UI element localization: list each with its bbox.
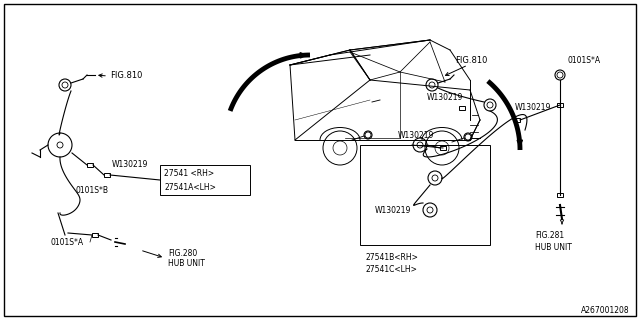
Bar xyxy=(557,103,563,107)
Bar xyxy=(92,233,98,237)
Bar xyxy=(360,145,490,245)
Bar xyxy=(459,106,465,110)
Bar xyxy=(87,163,93,167)
Bar xyxy=(104,173,110,177)
Text: W130219: W130219 xyxy=(515,103,552,112)
Text: W130219: W130219 xyxy=(427,93,463,102)
Text: 0101S*B: 0101S*B xyxy=(75,186,108,195)
Bar xyxy=(514,118,520,122)
Text: HUB UNIT: HUB UNIT xyxy=(535,243,572,252)
Text: FIG.281: FIG.281 xyxy=(535,230,564,239)
Text: 27541A<LH>: 27541A<LH> xyxy=(164,182,216,191)
Text: 27541C<LH>: 27541C<LH> xyxy=(365,265,417,274)
Text: FIG.810: FIG.810 xyxy=(455,55,488,65)
Text: FIG.280: FIG.280 xyxy=(168,249,197,258)
Text: W130219: W130219 xyxy=(112,160,148,169)
Text: FIG.810: FIG.810 xyxy=(110,70,142,79)
Text: 27541B<RH>: 27541B<RH> xyxy=(365,252,418,261)
Text: 27541 <RH>: 27541 <RH> xyxy=(164,169,214,178)
Text: W130219: W130219 xyxy=(375,205,412,214)
Text: W130219: W130219 xyxy=(398,131,435,140)
Text: 0101S*A: 0101S*A xyxy=(50,237,83,246)
Bar xyxy=(440,146,446,150)
Text: HUB UNIT: HUB UNIT xyxy=(168,259,205,268)
Text: 0101S*A: 0101S*A xyxy=(568,55,601,65)
Bar xyxy=(557,193,563,197)
Bar xyxy=(160,165,250,195)
Text: A267001208: A267001208 xyxy=(581,306,630,315)
